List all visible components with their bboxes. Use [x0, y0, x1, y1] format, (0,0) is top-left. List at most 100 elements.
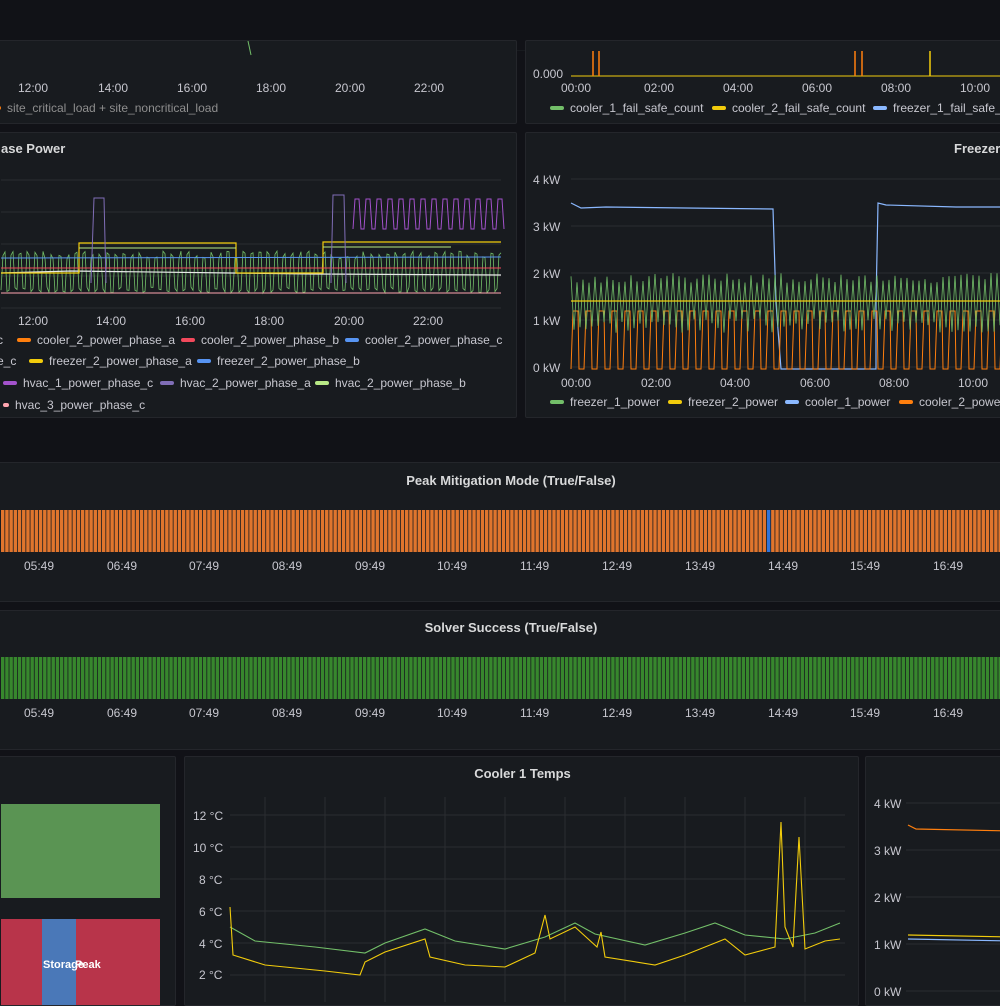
state-cell: [219, 657, 224, 699]
x-tick: 06:49: [107, 706, 138, 720]
state-cell: [476, 657, 480, 699]
legend-item[interactable]: e_c: [0, 354, 17, 368]
state-cell: [771, 510, 775, 552]
state-cell: [278, 510, 283, 552]
legend-item[interactable]: c: [0, 333, 3, 347]
state-cell: [383, 657, 388, 699]
state-cell: [564, 510, 569, 552]
state-cell: [127, 657, 131, 699]
legend-item[interactable]: hvac_3_power_phase_c: [3, 398, 145, 412]
state-cell: [724, 657, 729, 699]
cooler-1-temps-panel: Cooler 1 Temps 12 °C 10 °C 8 °C 6 °C 4 °…: [184, 756, 859, 1006]
state-cell: [400, 510, 405, 552]
state-cell: [775, 510, 779, 552]
state-cell: [501, 657, 506, 699]
state-cell: [952, 657, 956, 699]
state-cell: [838, 510, 842, 552]
state-cell: [5, 510, 9, 552]
legend-item[interactable]: freezer_2_power_phase_b: [197, 354, 360, 368]
state-cell: [834, 657, 838, 699]
legend-item[interactable]: freezer_2_power_phase_a: [29, 354, 192, 368]
state-cell: [484, 657, 489, 699]
state-cell: [985, 510, 990, 552]
state-cell: [249, 510, 253, 552]
state-cell: [295, 510, 299, 552]
state-cell: [691, 510, 695, 552]
state-cell: [257, 510, 262, 552]
state-cell: [102, 657, 106, 699]
legend-item[interactable]: cooler_2_fail_safe_count: [712, 101, 865, 115]
state-cell: [224, 657, 228, 699]
state-cell: [455, 657, 459, 699]
x-tick: 20:00: [335, 81, 366, 95]
state-cell: [476, 510, 480, 552]
state-cell: [590, 657, 594, 699]
state-cell: [527, 510, 531, 552]
state-cell: [872, 657, 876, 699]
state-cell: [518, 657, 523, 699]
state-cell: [602, 657, 607, 699]
legend-item[interactable]: cooler_1_power: [785, 395, 890, 409]
state-cell: [325, 657, 329, 699]
state-cell: [510, 510, 514, 552]
legend-item[interactable]: freezer_1_fail_safe_c: [873, 101, 1000, 115]
state-cell: [480, 657, 485, 699]
x-tick: 11:49: [520, 559, 550, 573]
state-cell: [211, 510, 215, 552]
state-cell: [560, 657, 565, 699]
legend-item[interactable]: freezer_2_power: [668, 395, 778, 409]
x-tick: 18:00: [256, 81, 287, 95]
legend-item[interactable]: hvac_1_power_phase_c: [3, 376, 153, 390]
state-cell: [876, 657, 880, 699]
state-cell: [240, 510, 245, 552]
state-cell: [341, 510, 346, 552]
state-cell: [295, 657, 299, 699]
state-cell: [783, 510, 788, 552]
state-cell: [489, 510, 493, 552]
x-tick: 20:00: [334, 314, 365, 328]
x-tick: 06:00: [802, 81, 833, 95]
state-cell: [543, 657, 548, 699]
legend-item[interactable]: cooler_2_powe: [899, 395, 1000, 409]
power-right-chart: [906, 802, 1000, 992]
legend-item[interactable]: cooler_2_power_phase_a: [17, 333, 175, 347]
state-cell: [590, 510, 594, 552]
legend-item[interactable]: freezer_1_power: [550, 395, 660, 409]
legend-item[interactable]: cooler_2_power_phase_b: [181, 333, 339, 347]
state-cell: [362, 657, 367, 699]
state-cell: [926, 510, 931, 552]
panel-title: Freezer: [954, 141, 1000, 156]
state-cell: [632, 510, 636, 552]
legend-item[interactable]: cooler_1_fail_safe_count: [550, 101, 703, 115]
state-cell: [661, 510, 666, 552]
state-cell: [426, 510, 430, 552]
state-cell: [712, 657, 716, 699]
state-cell: [346, 657, 350, 699]
state-cell: [426, 657, 430, 699]
state-cell: [207, 510, 211, 552]
legend-item[interactable]: site_critical_load + site_noncritical_lo…: [0, 101, 218, 115]
y-tick: 4 °C: [199, 937, 223, 951]
state-cell: [556, 657, 560, 699]
state-cell: [649, 510, 653, 552]
state-cell: [678, 657, 682, 699]
y-tick: 4 kW: [874, 797, 902, 811]
x-tick: 06:00: [800, 376, 831, 390]
state-cell: [430, 657, 434, 699]
state-cell: [211, 657, 215, 699]
state-cell: [383, 510, 388, 552]
state-cell: [308, 510, 312, 552]
state-cell: [123, 657, 127, 699]
state-cell: [724, 510, 729, 552]
state-cell: [867, 510, 872, 552]
state-cell: [224, 510, 228, 552]
state-cell: [253, 510, 257, 552]
legend-item[interactable]: hvac_2_power_phase_b: [315, 376, 466, 390]
state-cell: [493, 510, 497, 552]
legend-item[interactable]: cooler_2_power_phase_c: [345, 333, 502, 347]
state-cell: [148, 510, 152, 552]
state-cell: [762, 510, 767, 552]
state-cell: [34, 657, 39, 699]
state-cell: [573, 657, 577, 699]
legend-item[interactable]: hvac_2_power_phase_a: [160, 376, 311, 390]
